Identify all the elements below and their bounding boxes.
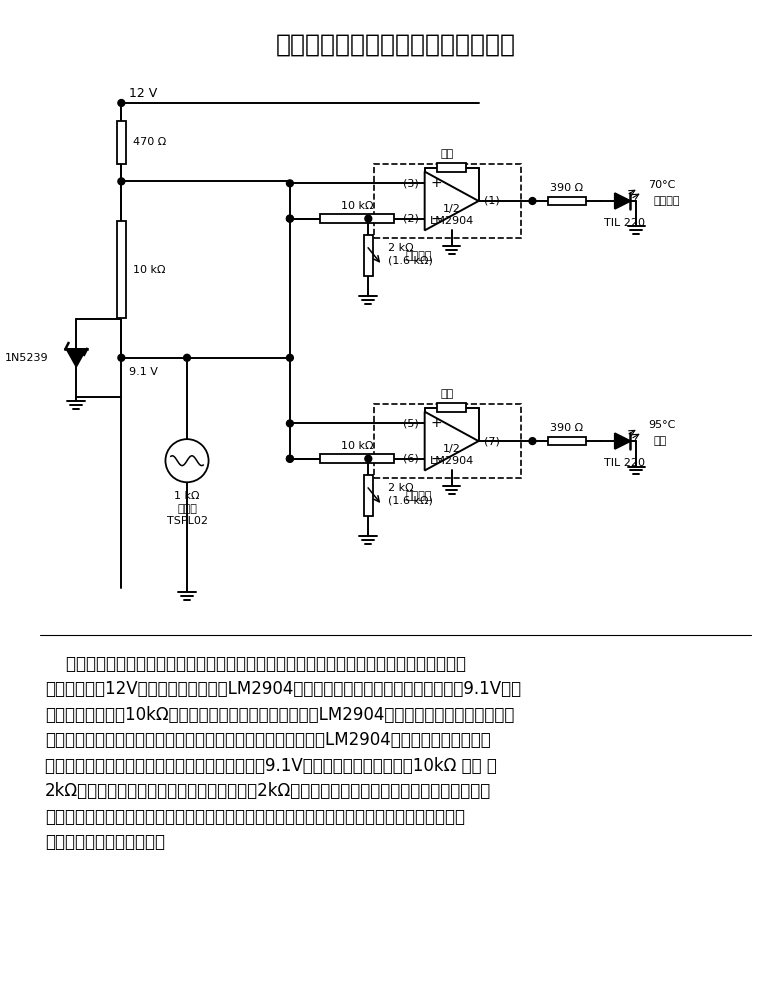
Circle shape	[286, 354, 293, 361]
Text: 10 kΩ: 10 kΩ	[133, 265, 165, 275]
Circle shape	[286, 420, 293, 427]
Text: 阈值调节: 阈值调节	[406, 491, 432, 501]
Text: 390 Ω: 390 Ω	[550, 423, 584, 433]
Bar	[548, 197, 586, 206]
Text: LM2904: LM2904	[429, 216, 473, 225]
Text: 此电路是以由12V汽车电源系统供电的LM2904双重运算放大器为主制成的。在地与＋9.1V接点: 此电路是以由12V汽车电源系统供电的LM2904双重运算放大器为主制成的。在地与…	[45, 680, 521, 698]
Text: 9.1 V: 9.1 V	[129, 367, 158, 377]
Circle shape	[365, 455, 372, 462]
Circle shape	[286, 216, 293, 223]
Text: 当达到两种不同的水温时，本电路能使发光二极管发光，从而指示两种不同水温的断路点。: 当达到两种不同的水温时，本电路能使发光二极管发光，从而指示两种不同水温的断路点。	[45, 655, 466, 673]
Bar	[117, 222, 126, 318]
Circle shape	[286, 180, 293, 187]
Circle shape	[184, 354, 190, 361]
Circle shape	[529, 198, 536, 205]
Text: (1.6 kΩ): (1.6 kΩ)	[388, 495, 433, 505]
Text: TIL 220: TIL 220	[604, 458, 645, 468]
Text: (7): (7)	[484, 436, 501, 446]
Text: 470 Ω: 470 Ω	[133, 137, 166, 147]
Text: (1.6 kΩ): (1.6 kΩ)	[388, 255, 433, 265]
Text: 2kΩ电位器来调定。调节每个运算放大器中的2kΩ电位器，就可重新校准或调定这两个断路点，: 2kΩ电位器来调定。调节每个运算放大器中的2kΩ电位器，就可重新校准或调定这两个…	[45, 782, 491, 800]
Bar	[320, 454, 394, 463]
Text: 12 V: 12 V	[129, 87, 158, 100]
Text: 滞后: 滞后	[440, 149, 453, 159]
Text: 1N5239: 1N5239	[5, 353, 49, 363]
Bar	[320, 215, 394, 224]
Text: 以便在不同温度断路。除了用作本图所示的报警灯之外，此电路还可增加一些电路，以便接通风: 以便在不同温度断路。除了用作本图所示的报警灯之外，此电路还可增加一些电路，以便接…	[45, 808, 465, 826]
Text: 滞后: 滞后	[440, 389, 453, 399]
Circle shape	[118, 178, 125, 185]
Bar	[364, 235, 372, 276]
Bar	[364, 476, 372, 515]
Text: +: +	[431, 416, 442, 430]
Circle shape	[118, 100, 125, 107]
Bar	[437, 163, 466, 172]
Text: LM2904: LM2904	[429, 456, 473, 466]
Text: 390 Ω: 390 Ω	[550, 183, 584, 193]
Text: 正温度系数热敏电阻汽车温度指示器: 正温度系数热敏电阻汽车温度指示器	[275, 33, 516, 56]
Text: 2 kΩ: 2 kΩ	[388, 483, 414, 493]
Text: 扇马达或驱动一个继电器。: 扇马达或驱动一个继电器。	[45, 833, 165, 852]
Circle shape	[365, 216, 372, 223]
Bar	[548, 437, 586, 445]
Text: 电阻的阻值随温度而改变时，这两个输入端的电压亦随之改变。LM2904的每一反相输入端都有: 电阻的阻值随温度而改变时，这两个输入端的电压亦随之改变。LM2904的每一反相输…	[45, 731, 490, 750]
Text: 10 kΩ: 10 kΩ	[341, 201, 373, 211]
Circle shape	[286, 455, 293, 462]
Bar	[117, 121, 126, 164]
Polygon shape	[424, 411, 479, 471]
Text: (5): (5)	[403, 418, 419, 428]
Text: −: −	[431, 212, 442, 225]
Text: 风扇接通: 风扇接通	[654, 196, 681, 206]
Polygon shape	[67, 349, 86, 367]
Text: 一个基准电压，即断路阈值电压，这一基准电压由9.1V稳定电压两端之间串联的10kΩ 电阻 和: 一个基准电压，即断路阈值电压，这一基准电压由9.1V稳定电压两端之间串联的10k…	[45, 757, 497, 774]
Text: 过热: 过热	[654, 436, 667, 446]
Circle shape	[118, 354, 125, 361]
Text: 2 kΩ: 2 kΩ	[388, 242, 414, 252]
Bar	[374, 404, 521, 479]
Text: (1): (1)	[484, 196, 501, 206]
Circle shape	[286, 216, 293, 223]
Polygon shape	[424, 171, 479, 230]
Circle shape	[286, 455, 293, 462]
Text: +: +	[431, 176, 442, 190]
Text: 之间，热敏电阻与10kΩ的电阻串联。热敏电阻上端连接到LM2904的两个非反相输入端。当热敏: 之间，热敏电阻与10kΩ的电阻串联。热敏电阻上端连接到LM2904的两个非反相输…	[45, 706, 514, 724]
Text: 1 kΩ: 1 kΩ	[175, 491, 199, 501]
Bar	[437, 404, 466, 412]
Text: 1/2: 1/2	[442, 444, 460, 454]
Polygon shape	[615, 193, 630, 209]
Text: −: −	[431, 452, 442, 466]
Text: (3): (3)	[403, 178, 419, 188]
Polygon shape	[615, 433, 630, 449]
Circle shape	[165, 439, 209, 483]
Text: TSPL02: TSPL02	[167, 516, 207, 526]
Text: 阈值调节: 阈值调节	[406, 251, 432, 261]
Bar	[374, 164, 521, 238]
Text: (2): (2)	[403, 214, 419, 224]
Text: 70°C: 70°C	[648, 180, 675, 190]
Text: 1/2: 1/2	[442, 204, 460, 214]
Text: 10 kΩ: 10 kΩ	[341, 441, 373, 451]
Text: (6): (6)	[403, 454, 419, 464]
Text: 传感器: 传感器	[177, 503, 197, 513]
Text: 95°C: 95°C	[648, 420, 675, 430]
Text: TIL 220: TIL 220	[604, 218, 645, 227]
Circle shape	[529, 438, 536, 444]
